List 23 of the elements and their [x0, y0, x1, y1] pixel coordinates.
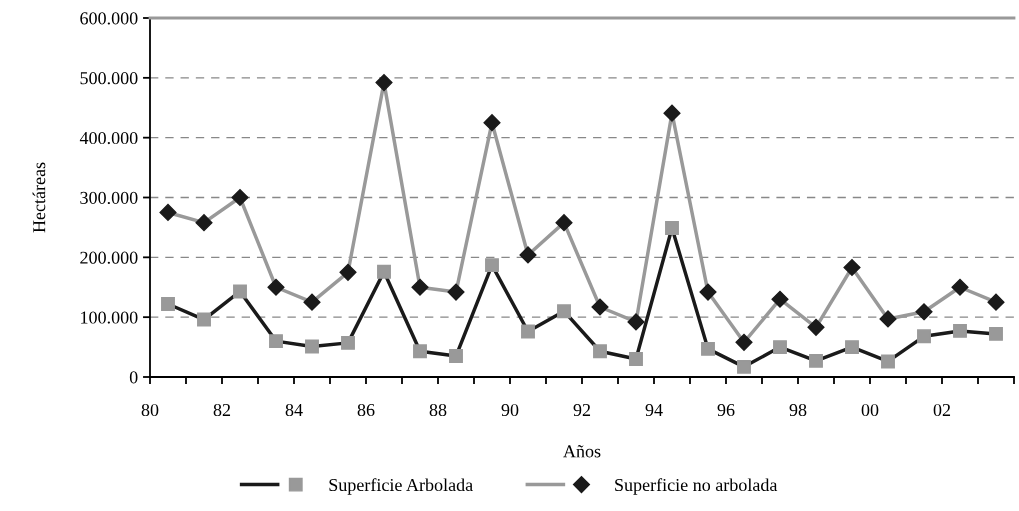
- legend-label: Superficie Arbolada: [329, 478, 473, 495]
- x-tick-label: 94: [645, 403, 663, 417]
- x-tick-label: 90: [501, 403, 519, 417]
- x-tick-label: 98: [789, 403, 807, 417]
- x-tick-label: 82: [213, 403, 231, 417]
- y-tick-label: 0: [129, 371, 138, 384]
- y-tick-label: 400.000: [79, 131, 138, 145]
- x-tick-label: 86: [357, 403, 375, 417]
- x-tick-label: 84: [285, 403, 303, 417]
- x-tick-label: 80: [141, 403, 159, 417]
- x-tick-label: 96: [717, 403, 735, 417]
- x-tick-label: 92: [573, 403, 591, 417]
- y-axis-title: Hectáreas: [32, 162, 46, 233]
- y-tick-label: 300.000: [80, 191, 138, 205]
- y-tick-label: 500.000: [80, 72, 138, 85]
- x-tick-label: 88: [429, 403, 447, 417]
- x-axis-title: Años: [563, 445, 601, 458]
- x-tick-label: 02: [933, 403, 951, 417]
- y-tick-label: 200.000: [80, 251, 138, 264]
- y-tick-label: 100.000: [81, 311, 138, 324]
- y-tick-label: 600.000: [80, 12, 138, 25]
- legend-label: Superficie no arbolada: [615, 478, 778, 495]
- x-tick-label: 00: [861, 403, 879, 417]
